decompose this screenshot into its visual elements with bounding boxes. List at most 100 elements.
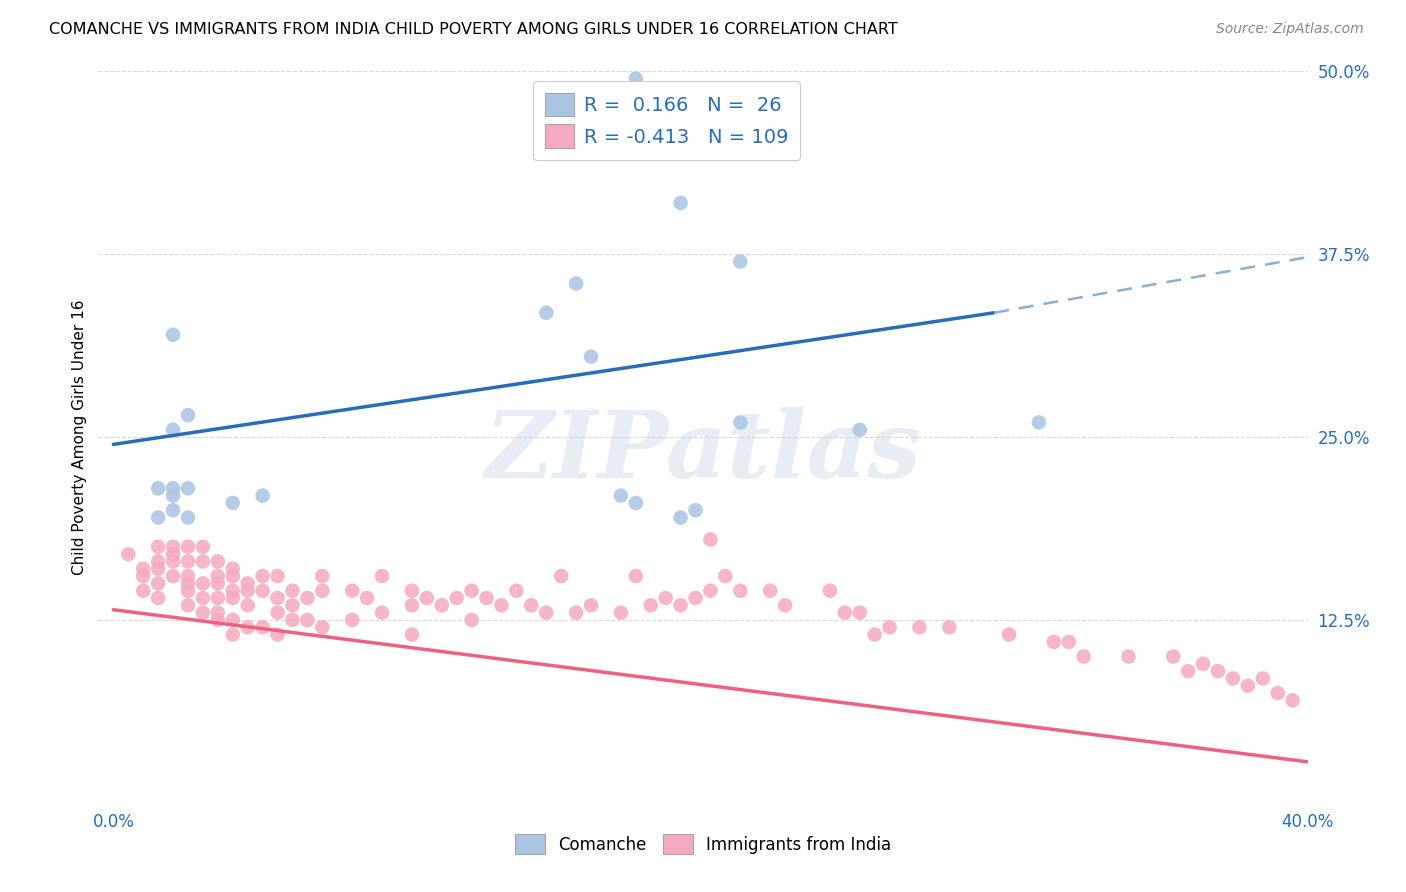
Point — [699, 583, 721, 598]
Point — [1222, 672, 1244, 686]
Point — [669, 196, 692, 211]
Point — [177, 408, 200, 422]
Point — [311, 569, 333, 583]
Point — [669, 510, 692, 524]
Point — [1177, 664, 1199, 678]
Point — [1251, 672, 1274, 686]
Point — [281, 583, 304, 598]
Point — [207, 613, 229, 627]
Point — [266, 591, 288, 605]
Point — [162, 327, 184, 342]
Point — [520, 599, 543, 613]
Point — [401, 599, 423, 613]
Point — [550, 569, 572, 583]
Point — [177, 481, 200, 495]
Point — [773, 599, 796, 613]
Point — [297, 591, 319, 605]
Point — [1281, 693, 1303, 707]
Point — [236, 599, 259, 613]
Point — [177, 554, 200, 568]
Point — [416, 591, 439, 605]
Point — [207, 554, 229, 568]
Point — [879, 620, 901, 634]
Point — [162, 540, 184, 554]
Point — [146, 554, 169, 568]
Point — [222, 591, 245, 605]
Point — [1118, 649, 1140, 664]
Point — [699, 533, 721, 547]
Point — [685, 591, 707, 605]
Point — [640, 599, 662, 613]
Point — [669, 599, 692, 613]
Point — [177, 599, 200, 613]
Point — [371, 569, 394, 583]
Point — [340, 613, 363, 627]
Point — [222, 496, 245, 510]
Point — [236, 620, 259, 634]
Point — [624, 496, 647, 510]
Point — [430, 599, 453, 613]
Point — [938, 620, 960, 634]
Point — [340, 583, 363, 598]
Point — [162, 489, 184, 503]
Point — [191, 540, 214, 554]
Point — [236, 583, 259, 598]
Point — [162, 554, 184, 568]
Point — [1206, 664, 1229, 678]
Point — [146, 591, 169, 605]
Point — [730, 254, 752, 268]
Text: Source: ZipAtlas.com: Source: ZipAtlas.com — [1216, 22, 1364, 37]
Legend: Comanche, Immigrants from India: Comanche, Immigrants from India — [508, 828, 898, 860]
Point — [146, 540, 169, 554]
Point — [297, 613, 319, 627]
Point — [579, 599, 602, 613]
Point — [177, 540, 200, 554]
Point — [207, 569, 229, 583]
Point — [177, 569, 200, 583]
Point — [610, 606, 633, 620]
Text: ZIPatlas: ZIPatlas — [485, 407, 921, 497]
Point — [505, 583, 527, 598]
Point — [536, 306, 558, 320]
Point — [446, 591, 468, 605]
Point — [848, 423, 870, 437]
Y-axis label: Child Poverty Among Girls Under 16: Child Poverty Among Girls Under 16 — [72, 300, 87, 574]
Point — [266, 627, 288, 641]
Point — [730, 583, 752, 598]
Point — [565, 277, 588, 291]
Point — [162, 569, 184, 583]
Point — [177, 510, 200, 524]
Point — [998, 627, 1021, 641]
Point — [356, 591, 378, 605]
Point — [146, 576, 169, 591]
Point — [818, 583, 841, 598]
Point — [222, 562, 245, 576]
Point — [266, 569, 288, 583]
Point — [759, 583, 782, 598]
Point — [1028, 416, 1050, 430]
Point — [252, 583, 274, 598]
Point — [222, 583, 245, 598]
Point — [146, 562, 169, 576]
Point — [536, 606, 558, 620]
Point — [281, 599, 304, 613]
Point — [1192, 657, 1215, 671]
Point — [117, 547, 139, 561]
Point — [146, 481, 169, 495]
Point — [460, 583, 482, 598]
Point — [475, 591, 498, 605]
Point — [730, 416, 752, 430]
Point — [401, 627, 423, 641]
Point — [624, 71, 647, 86]
Point — [222, 627, 245, 641]
Point — [207, 591, 229, 605]
Point — [177, 583, 200, 598]
Point — [222, 569, 245, 583]
Point — [311, 583, 333, 598]
Point — [222, 613, 245, 627]
Point — [132, 562, 155, 576]
Point — [863, 627, 886, 641]
Point — [685, 503, 707, 517]
Point — [132, 569, 155, 583]
Point — [714, 569, 737, 583]
